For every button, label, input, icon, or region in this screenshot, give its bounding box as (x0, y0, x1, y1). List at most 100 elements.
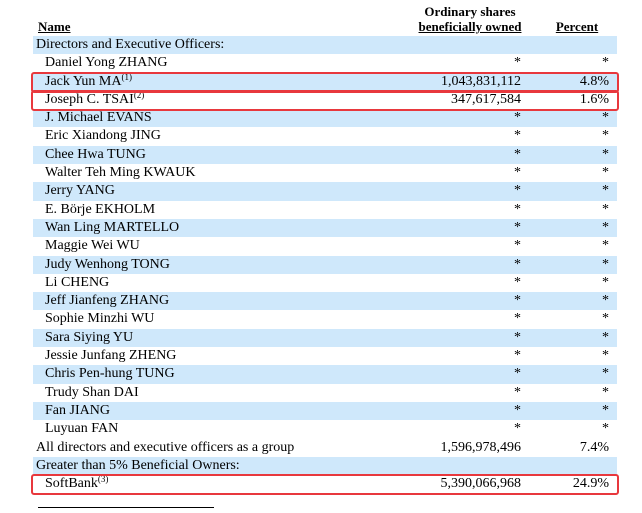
holder-name: Li CHENG (45, 274, 109, 292)
holder-name-text: Sara Siying YU (45, 329, 134, 345)
holder-name-text: SoftBank (45, 476, 98, 492)
table-row: Joseph C. TSAI(2) 347,617,584 1.6% (33, 90, 617, 109)
table-header: Name Ordinary shares beneficially owned … (0, 4, 642, 34)
holder-name-text: Judy Wenhong TONG (45, 256, 170, 272)
table-row: Fan JIANG * * (33, 401, 617, 421)
table-row: Wan Ling MARTELLO * * (33, 218, 617, 238)
holder-name-text: Maggie Wei WU (45, 238, 140, 254)
shares-cell: * (514, 146, 521, 162)
holder-name: Wan Ling MARTELLO (45, 219, 179, 237)
holder-name: Greater than 5% Beneficial Owners: (36, 457, 240, 475)
row-highlight-box (31, 90, 619, 111)
table-row: Jeff Jianfeng ZHANG * * (33, 292, 617, 311)
table-row: Chee Hwa TUNG * * (33, 145, 617, 165)
shares-cell: * (514, 165, 521, 181)
holder-name-text: Eric Xiandong JING (45, 128, 161, 144)
holder-name: E. Börje EKHOLM (45, 201, 155, 219)
percent-cell: * (602, 402, 609, 418)
table-row: Trudy Shan DAI * * (33, 384, 617, 402)
holder-name: Sara Siying YU (45, 329, 133, 347)
holder-name: Luyuan FAN (45, 420, 118, 438)
percent-cell: * (602, 366, 609, 382)
percent-cell: * (602, 256, 609, 272)
header-percent: Percent (555, 19, 599, 34)
table-row: Walter Teh Ming KWAUK * * (33, 164, 617, 182)
percent-cell: 7.4% (579, 439, 609, 455)
section-row: Directors and Executive Officers: (33, 36, 617, 55)
holder-name: Jessie Junfang ZHENG (45, 347, 176, 365)
percent-cell: * (602, 238, 609, 254)
percent-cell: * (602, 183, 609, 199)
holder-name: Chris Pen-hung TUNG (45, 365, 175, 383)
holder-name: Jack Yun MA(1) (45, 71, 132, 91)
percent-cell: * (602, 219, 609, 235)
table-row: Jack Yun MA(1) 1,043,831,112 4.8% (33, 71, 617, 91)
shares-cell: * (514, 256, 521, 272)
percent-cell: * (602, 55, 609, 71)
holder-name-text: Li CHENG (45, 274, 110, 290)
shares-cell: * (514, 219, 521, 235)
holder-name: All directors and executive officers as … (36, 439, 294, 457)
footnote-ref: (3) (97, 474, 109, 485)
percent-cell: * (602, 165, 609, 181)
holder-name-text: Walter Teh Ming KWAUK (45, 165, 196, 181)
footnote-ref: (1) (121, 71, 132, 82)
header-shares-line1: Ordinary shares (424, 4, 516, 19)
shares-cell: * (514, 384, 521, 400)
holder-name: Chee Hwa TUNG (45, 146, 146, 164)
table-row: Chris Pen-hung TUNG * * (33, 365, 617, 384)
shares-cell: * (514, 329, 521, 345)
holder-name: J. Michael EVANS (45, 109, 152, 127)
shares-cell: * (514, 201, 521, 217)
holder-name-text: Trudy Shan DAI (45, 384, 139, 400)
holder-name-text: All directors and executive officers as … (36, 439, 295, 455)
percent-cell: * (602, 110, 609, 126)
holder-name-text: Jack Yun MA (45, 73, 122, 89)
table-row: Eric Xiandong JING * * (33, 127, 617, 145)
header-shares: Ordinary shares beneficially owned (412, 4, 528, 34)
holder-name: Sophie Minzhi WU (45, 310, 154, 328)
holder-name-text: Directors and Executive Officers: (36, 37, 225, 52)
shares-cell: * (514, 128, 521, 144)
section-row: Greater than 5% Beneficial Owners: (33, 456, 617, 476)
percent-cell: * (602, 384, 609, 400)
percent-cell: * (602, 201, 609, 217)
percent-cell: * (602, 128, 609, 144)
header-name: Name (38, 19, 71, 34)
table-row: Maggie Wei WU * * (33, 237, 617, 255)
table-row: Sara Siying YU * * (33, 328, 617, 348)
row-highlight-box (31, 72, 619, 93)
holder-name: Fan JIANG (45, 402, 110, 420)
percent-cell: * (602, 293, 609, 309)
table-row: Luyuan FAN * * (33, 420, 617, 438)
table-row: Daniel Yong ZHANG * * (33, 54, 617, 72)
table-row: Li CHENG * * (33, 274, 617, 292)
row-highlight-box (31, 474, 619, 495)
shares-cell: * (514, 238, 521, 254)
holder-name: Walter Teh Ming KWAUK (45, 164, 195, 182)
holder-name-text: J. Michael EVANS (45, 110, 152, 126)
holder-name-text: Chris Pen-hung TUNG (45, 366, 175, 382)
shares-cell: 1,596,978,496 (440, 439, 522, 455)
shares-cell: * (514, 293, 521, 309)
shares-cell: * (514, 311, 521, 327)
holder-name-text: Fan JIANG (45, 402, 110, 418)
table-row: E. Börje EKHOLM * * (33, 201, 617, 219)
holder-name: Directors and Executive Officers: (36, 36, 224, 54)
holder-name: SoftBank(3) (45, 475, 108, 493)
percent-cell: * (602, 146, 609, 162)
holder-name: Jerry YANG (45, 182, 115, 200)
shares-cell: * (514, 110, 521, 126)
holder-name: Maggie Wei WU (45, 237, 140, 255)
shares-cell: 5,390,066,968 (440, 476, 522, 492)
percent-cell: 1.6% (579, 91, 609, 107)
table-row: Jessie Junfang ZHENG * * (33, 347, 617, 365)
holder-name-text: E. Börje EKHOLM (45, 201, 156, 217)
percent-cell: * (602, 311, 609, 327)
holder-name: Joseph C. TSAI(2) (45, 90, 144, 109)
shares-cell: * (514, 421, 521, 437)
holder-name: Daniel Yong ZHANG (45, 54, 168, 72)
shares-cell: * (514, 274, 521, 290)
holder-name-text: Wan Ling MARTELLO (45, 219, 180, 235)
percent-cell: * (602, 274, 609, 290)
